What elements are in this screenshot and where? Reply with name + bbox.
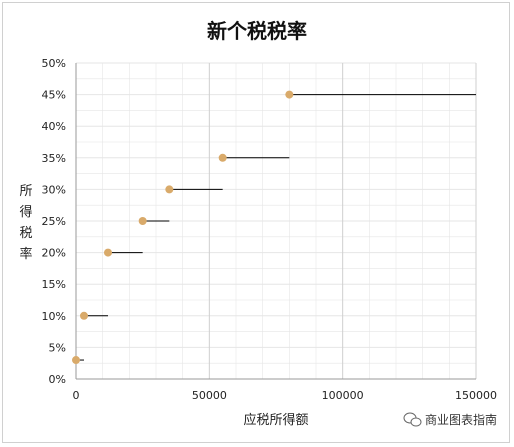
y-tick-label: 45% bbox=[42, 89, 66, 102]
axes bbox=[75, 63, 476, 380]
y-tick-label: 10% bbox=[42, 310, 66, 323]
y-tick-labels: 0% 5% 10% 15% 20% 25% 30% 35% 40% 45% 50% bbox=[42, 57, 66, 386]
y-tick-label: 5% bbox=[49, 341, 66, 354]
rate-segments bbox=[76, 94, 476, 361]
rate-point bbox=[285, 90, 294, 99]
y-tick-label: 15% bbox=[42, 278, 66, 291]
chart-frame bbox=[2, 2, 510, 443]
rate-points bbox=[72, 90, 294, 365]
y-axis-title-char: 率 bbox=[19, 246, 32, 262]
x-tick-label: 50000 bbox=[192, 389, 227, 402]
x-axis-title: 应税所得额 bbox=[243, 412, 308, 428]
grid bbox=[75, 62, 477, 380]
rate-point bbox=[72, 356, 80, 365]
y-axis-title-char: 所 bbox=[19, 184, 32, 199]
rate-point bbox=[138, 217, 147, 225]
chart-title: 新个税税率 bbox=[207, 19, 307, 43]
x-tick-labels: 0 50000 100000 150000 bbox=[73, 389, 498, 402]
y-tick-label: 25% bbox=[42, 215, 66, 228]
x-tick-label: 150000 bbox=[455, 389, 497, 402]
wechat-icon bbox=[403, 412, 422, 427]
x-tick-label: 0 bbox=[73, 389, 80, 402]
y-tick-label: 0% bbox=[49, 373, 66, 386]
rate-point bbox=[165, 185, 174, 194]
watermark: 商业图表指南 bbox=[403, 412, 497, 427]
y-tick-label: 30% bbox=[42, 183, 66, 196]
y-tick-label: 35% bbox=[42, 152, 66, 165]
rate-point bbox=[104, 248, 112, 257]
watermark-text: 商业图表指南 bbox=[425, 412, 497, 427]
y-tick-label: 40% bbox=[42, 120, 66, 133]
y-tick-label: 50% bbox=[42, 57, 66, 70]
rate-point bbox=[80, 311, 88, 320]
y-tick-label: 20% bbox=[42, 247, 66, 260]
rate-point bbox=[218, 153, 227, 162]
y-axis-title-char: 税 bbox=[19, 226, 32, 241]
y-axis-title-char: 得 bbox=[19, 204, 32, 220]
x-tick-label: 100000 bbox=[322, 389, 364, 402]
